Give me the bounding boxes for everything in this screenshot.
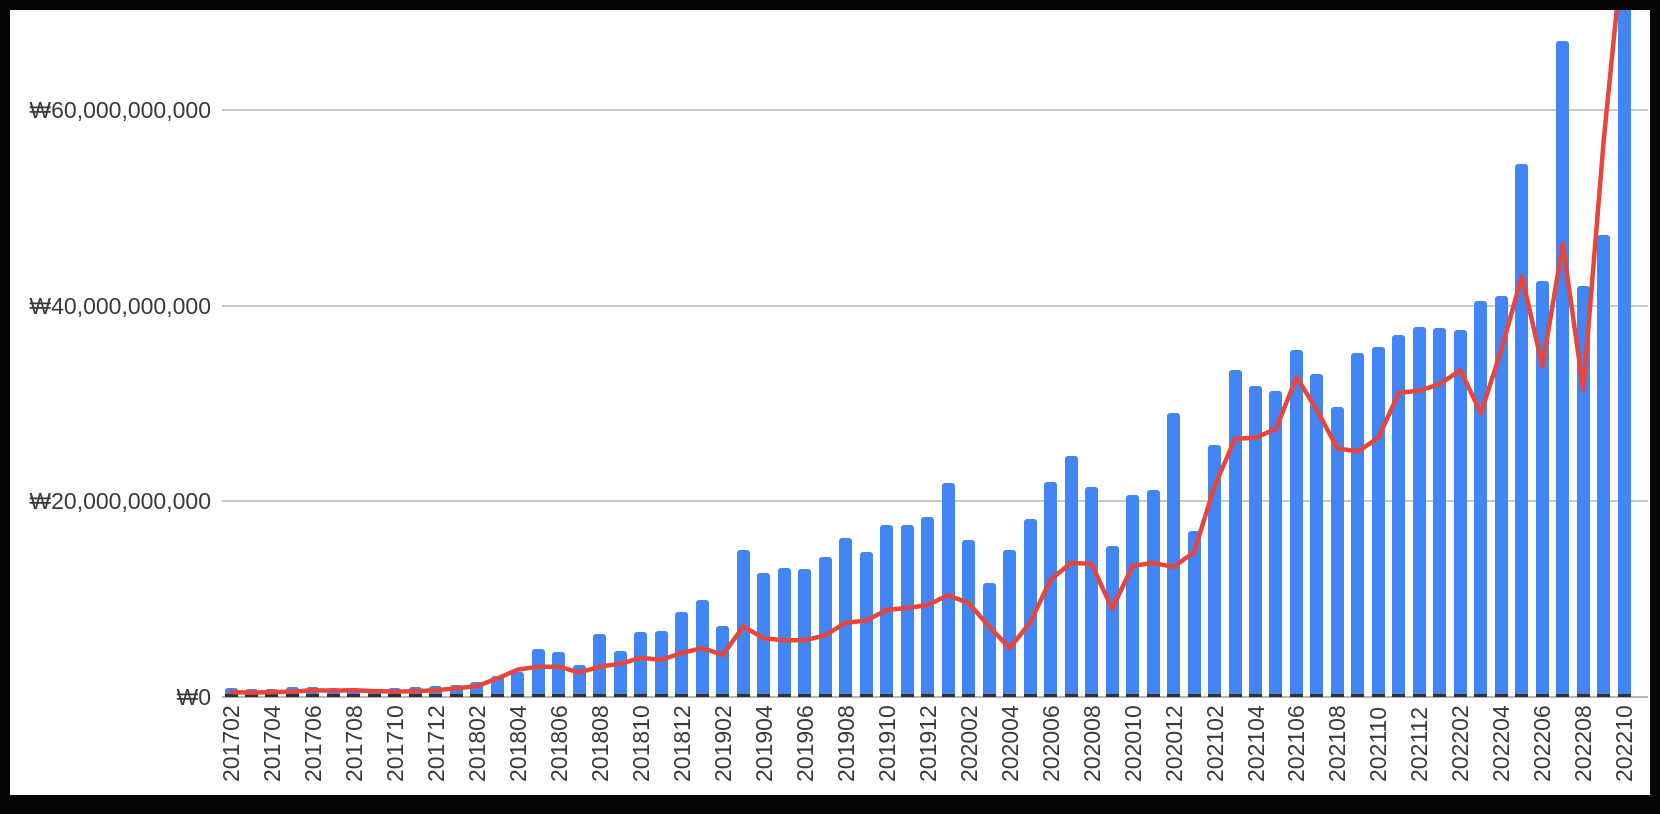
- bar-202005[interactable]: [1023, 518, 1037, 697]
- bar-201801[interactable]: [449, 685, 463, 697]
- trend-line-path[interactable]: [228, 10, 1624, 695]
- bar-201806[interactable]: [552, 651, 566, 697]
- bar-201804[interactable]: [511, 671, 525, 697]
- gridline-0b: [222, 696, 1648, 698]
- bar-201805[interactable]: [531, 649, 545, 697]
- bar-202001[interactable]: [941, 482, 955, 697]
- bar-202206[interactable]: [1535, 281, 1549, 697]
- bar-202210[interactable]: [1617, 10, 1631, 697]
- bar-202011[interactable]: [1146, 489, 1160, 697]
- bar-202204[interactable]: [1494, 295, 1508, 697]
- bar-202106[interactable]: [1289, 349, 1303, 697]
- bar-202109[interactable]: [1351, 352, 1365, 697]
- bar-201911[interactable]: [900, 524, 914, 697]
- bar-202008[interactable]: [1085, 486, 1099, 697]
- bar-202208[interactable]: [1576, 286, 1590, 697]
- bar-202105[interactable]: [1269, 390, 1283, 697]
- bar-202006[interactable]: [1044, 481, 1058, 697]
- bar-201810[interactable]: [634, 632, 648, 697]
- bar-202112[interactable]: [1412, 327, 1426, 697]
- gridline-40b: [222, 304, 1648, 307]
- y-axis-tick-label: ₩60,000,000,000: [29, 96, 211, 123]
- bar-202209[interactable]: [1597, 235, 1611, 697]
- bar-202007[interactable]: [1064, 456, 1078, 697]
- bar-201904[interactable]: [757, 572, 771, 697]
- bar-201811[interactable]: [654, 631, 668, 697]
- bar-202107[interactable]: [1310, 374, 1324, 697]
- bar-202101[interactable]: [1187, 530, 1201, 697]
- chart-canvas[interactable]: ₩0 ₩20,000,000,000 ₩40,000,000,000 ₩60,000,…: [10, 10, 1650, 795]
- gridline-20b: [222, 500, 1648, 503]
- bar-201903[interactable]: [736, 550, 750, 697]
- bar-201906[interactable]: [798, 568, 812, 697]
- y-axis-tick-label: ₩20,000,000,000: [29, 488, 211, 515]
- bar-202104[interactable]: [1249, 385, 1262, 697]
- bar-202009[interactable]: [1105, 546, 1119, 697]
- bar-202012[interactable]: [1167, 413, 1181, 697]
- bar-201909[interactable]: [859, 552, 873, 697]
- trend-line[interactable]: [10, 10, 1650, 795]
- bar-201908[interactable]: [839, 538, 853, 697]
- bar-202004[interactable]: [1003, 550, 1017, 697]
- bar-201902[interactable]: [716, 625, 730, 697]
- bar-202102[interactable]: [1208, 444, 1222, 697]
- bar-201905[interactable]: [777, 567, 791, 697]
- bar-202201[interactable]: [1433, 328, 1447, 697]
- bar-201907[interactable]: [818, 557, 832, 697]
- bar-202202[interactable]: [1453, 330, 1467, 697]
- bar-202002[interactable]: [962, 540, 976, 697]
- bar-202207[interactable]: [1556, 41, 1570, 697]
- y-axis-tick-label: ₩0: [176, 684, 212, 710]
- bar-202108[interactable]: [1330, 407, 1344, 697]
- bar-202003[interactable]: [982, 582, 996, 697]
- bar-202010[interactable]: [1126, 495, 1140, 697]
- y-axis-tick-label: ₩40,000,000,000: [29, 292, 211, 319]
- gridline-60b: [222, 108, 1648, 111]
- bar-202111[interactable]: [1392, 334, 1406, 697]
